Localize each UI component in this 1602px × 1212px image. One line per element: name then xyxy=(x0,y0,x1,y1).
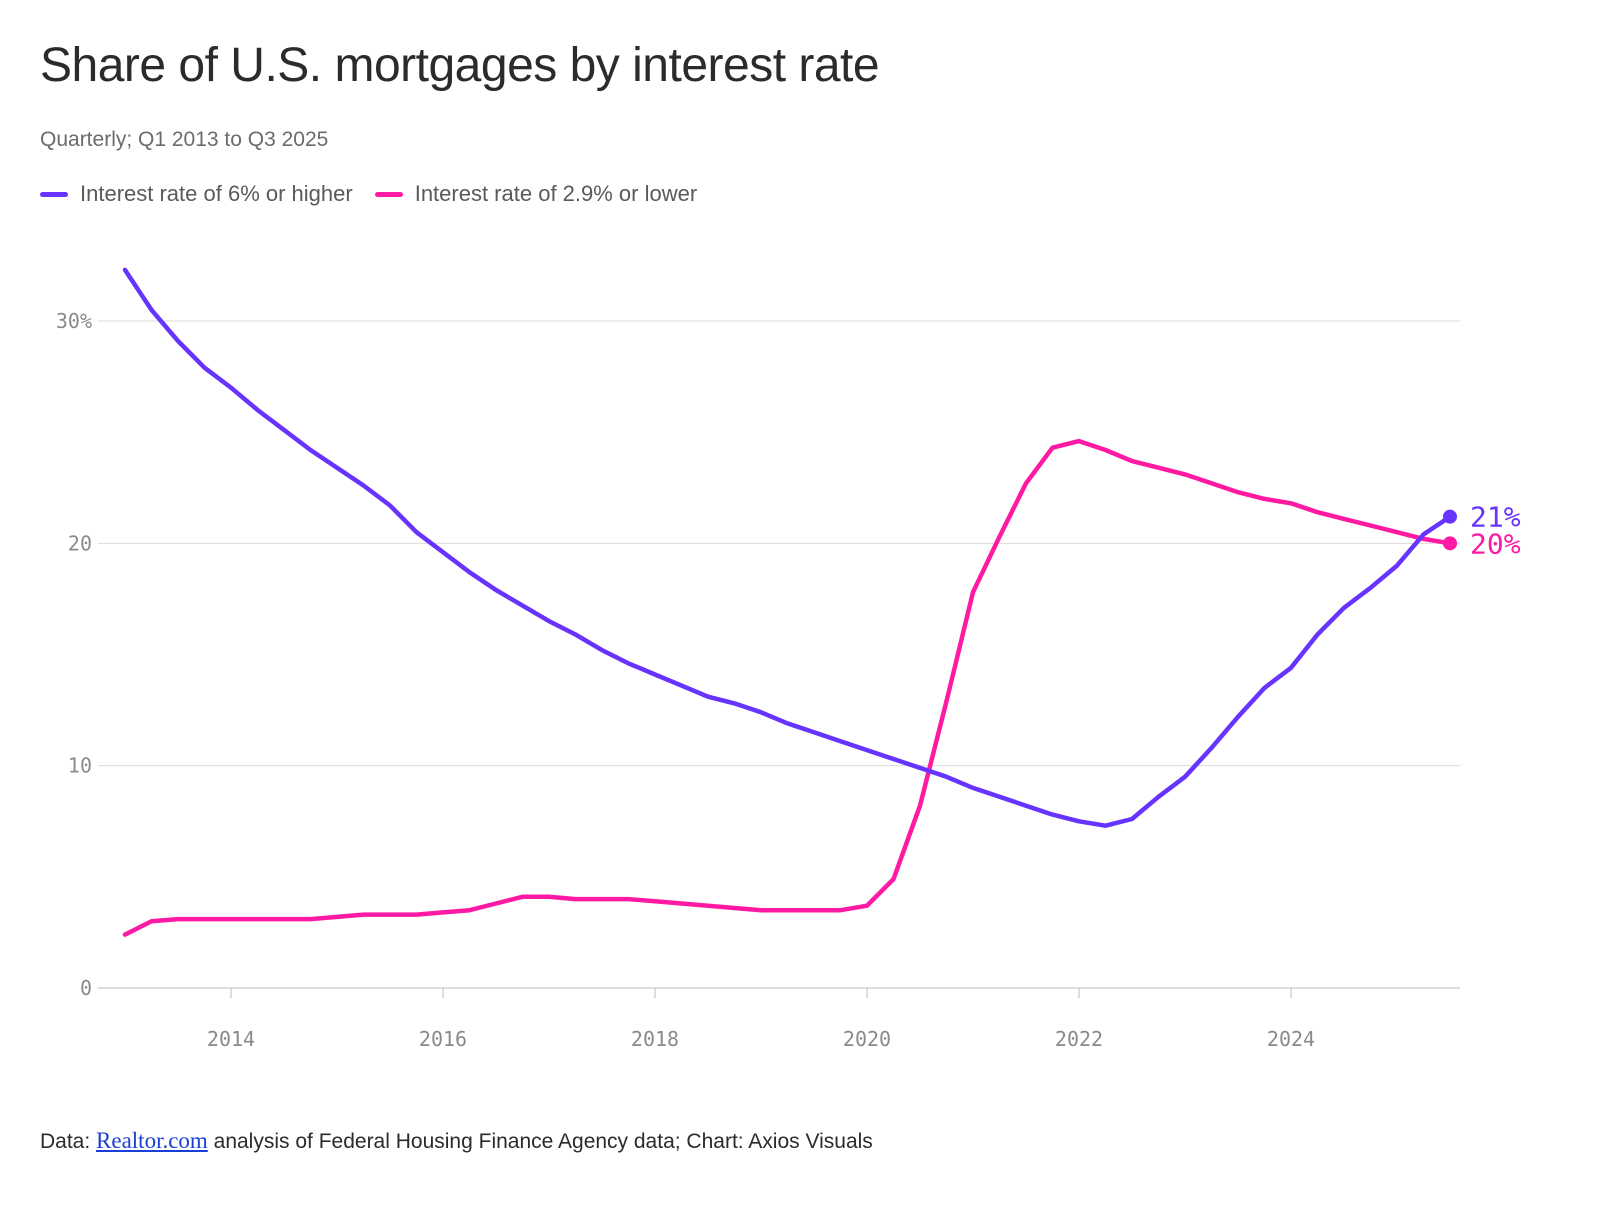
x-tick-label-2014: 2014 xyxy=(207,1027,255,1051)
series-end-label-low-rate: 20% xyxy=(1470,527,1521,560)
source-note: Data: Realtor.com analysis of Federal Ho… xyxy=(40,1128,873,1154)
line-chart: 0 10 20 30% 2014 2016 2018 2020 2022 2024 21%20% xyxy=(56,267,1521,1051)
source-prefix: Data: xyxy=(40,1130,97,1153)
chart-subtitle: Quarterly; Q1 2013 to Q3 2025 xyxy=(40,128,329,151)
series-end-dot-high-rate xyxy=(1443,509,1457,524)
x-tick-label-2024: 2024 xyxy=(1267,1027,1315,1051)
y-tick-label-10: 10 xyxy=(68,754,92,778)
source-suffix: analysis of Federal Housing Finance Agen… xyxy=(207,1130,873,1153)
series-end-dot-low-rate xyxy=(1443,536,1457,551)
y-tick-label-0: 0 xyxy=(80,976,92,1000)
x-tick-label-2020: 2020 xyxy=(843,1027,891,1051)
legend-label-high-rate: Interest rate of 6% or higher xyxy=(80,181,353,206)
source-link[interactable]: Realtor.com xyxy=(96,1128,208,1153)
x-tick-label-2022: 2022 xyxy=(1055,1027,1103,1051)
legend-swatch-low-rate xyxy=(374,191,403,197)
series-line-low-rate xyxy=(122,438,1453,937)
chart-title: Share of U.S. mortgages by interest rate xyxy=(40,39,880,92)
legend-item-high-rate: Interest rate of 6% or higher xyxy=(40,181,353,207)
x-tick-label-2016: 2016 xyxy=(419,1027,467,1051)
y-tick-label-20: 20 xyxy=(68,531,92,555)
legend-item-low-rate: Interest rate of 2.9% or lower xyxy=(374,181,698,207)
x-tick-label-2018: 2018 xyxy=(631,1027,679,1051)
series-end-label-high-rate: 21% xyxy=(1470,501,1521,534)
legend-label-low-rate: Interest rate of 2.9% or lower xyxy=(414,181,698,206)
series-line-high-rate xyxy=(122,267,1453,828)
legend-swatch-high-rate xyxy=(40,191,68,197)
legend: Interest rate of 6% or higher Interest r… xyxy=(40,181,719,207)
y-tick-label-30: 30% xyxy=(56,309,92,333)
